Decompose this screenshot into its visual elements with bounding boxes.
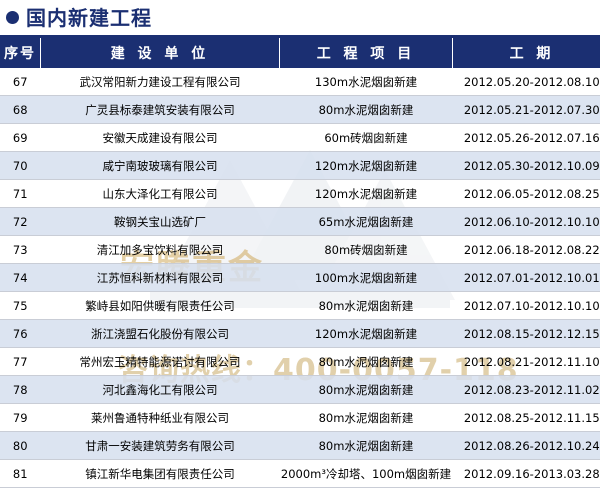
table-row: 80 甘肃一安装建筑劳务有限公司 80m水泥烟囱新建 2012.08.26-2012.…: [0, 431, 600, 460]
cell-project: 120m水泥烟囱新建: [279, 179, 453, 208]
cell-date: 2012.09.16-2013.03.28: [452, 459, 600, 488]
table-row: 68 广灵县标泰建筑安装有限公司 80m水泥烟囱新建 2012.05.21-2012.…: [0, 95, 600, 124]
cell-no: 72: [0, 207, 41, 236]
cell-date: 2012.05.21-2012.07.30: [452, 95, 600, 124]
cell-date: 2012.05.30-2012.10.09: [452, 151, 600, 180]
cell-project: 80m砖烟囱新建: [279, 235, 453, 264]
cell-no: 70: [0, 151, 41, 180]
cell-project: 100m水泥烟囱新建: [279, 263, 453, 292]
cell-project: 2000m³冷却塔、100m烟囱新建: [279, 459, 453, 488]
cell-no: 77: [0, 347, 41, 376]
cell-date: 2012.06.18-2012.08.22: [452, 235, 600, 264]
projects-table: 序号 建 设 单 位 工 程 项 目 工 期 67 武汉常阳新力建设工程有限公司 1…: [0, 38, 600, 488]
cell-date: 2012.07.10-2012.10.10: [452, 291, 600, 320]
cell-unit: 河北鑫海化工有限公司: [40, 375, 280, 404]
cell-unit: 镇江新华电集团有限责任公司: [40, 459, 280, 488]
cell-date: 2012.08.26-2012.10.24: [452, 431, 600, 460]
cell-unit: 武汉常阳新力建设工程有限公司: [40, 68, 280, 96]
cell-no: 79: [0, 403, 41, 432]
projects-table-wrap: 序号 建 设 单 位 工 程 项 目 工 期 67 武汉常阳新力建设工程有限公司 1…: [0, 38, 600, 488]
cell-project: 80m水泥烟囱新建: [279, 403, 453, 432]
cell-unit: 江苏恒科新材料有限公司: [40, 263, 280, 292]
cell-project: 120m水泥烟囱新建: [279, 151, 453, 180]
table-header-row: 序号 建 设 单 位 工 程 项 目 工 期: [0, 38, 600, 68]
cell-no: 71: [0, 179, 41, 208]
cell-date: 2012.08.23-2012.11.02: [452, 375, 600, 404]
cell-no: 67: [0, 68, 41, 96]
table-row: 67 武汉常阳新力建设工程有限公司 130m水泥烟囱新建 2012.05.20-201…: [0, 68, 600, 96]
cell-date: 2012.08.15-2012.12.15: [452, 319, 600, 348]
page-title: 国内新建工程: [26, 5, 152, 30]
table-row: 72 鞍钢关宝山选矿厂 65m水泥烟囱新建 2012.06.10-2012.10.10: [0, 207, 600, 236]
table-row: 69 安徽天成建设有限公司 60m砖烟囱新建 2012.05.26-2012.07.1…: [0, 123, 600, 152]
table-row: 75 繁峙县如阳供暖有限责任公司 80m水泥烟囱新建 2012.07.10-2012.…: [0, 291, 600, 320]
cell-project: 120m水泥烟囱新建: [279, 319, 453, 348]
cell-project: 80m水泥烟囱新建: [279, 375, 453, 404]
table-row: 79 莱州鲁通特种纸业有限公司 80m水泥烟囱新建 2012.08.25-2012.1…: [0, 403, 600, 432]
column-header-unit: 建 设 单 位: [40, 38, 280, 68]
cell-unit: 清江加多宝饮料有限公司: [40, 235, 280, 264]
table-row: 73 清江加多宝饮料有限公司 80m砖烟囱新建 2012.06.18-2012.08.…: [0, 235, 600, 264]
cell-unit: 甘肃一安装建筑劳务有限公司: [40, 431, 280, 460]
table-row: 70 咸宁南玻玻璃有限公司 120m水泥烟囱新建 2012.05.30-2012.10…: [0, 151, 600, 180]
table-row: 81 镇江新华电集团有限责任公司 2000m³冷却塔、100m烟囱新建 2012.09…: [0, 459, 600, 488]
cell-project: 60m砖烟囱新建: [279, 123, 453, 152]
cell-no: 69: [0, 123, 41, 152]
cell-project: 130m水泥烟囱新建: [279, 68, 453, 96]
cell-unit: 莱州鲁通特种纸业有限公司: [40, 403, 280, 432]
cell-date: 2012.05.26-2012.07.16: [452, 123, 600, 152]
cell-unit: 广灵县标泰建筑安装有限公司: [40, 95, 280, 124]
cell-unit: 山东大泽化工有限公司: [40, 179, 280, 208]
cell-unit: 常州宏玉精特能源诺讨有限公司: [40, 347, 280, 376]
cell-date: 2012.06.05-2012.08.25: [452, 179, 600, 208]
cell-date: 2012.05.20-2012.08.10: [452, 68, 600, 96]
cell-date: 2012.06.10-2012.10.10: [452, 207, 600, 236]
cell-project: 80m水泥烟囱新建: [279, 95, 453, 124]
table-row: 78 河北鑫海化工有限公司 80m水泥烟囱新建 2012.08.23-2012.11.…: [0, 375, 600, 404]
table-row: 76 浙江浇盟石化股份有限公司 120m水泥烟囱新建 2012.08.15-2012.…: [0, 319, 600, 348]
cell-no: 75: [0, 291, 41, 320]
column-header-date: 工 期: [452, 38, 600, 68]
cell-unit: 繁峙县如阳供暖有限责任公司: [40, 291, 280, 320]
cell-date: 2012.08.21-2012.11.10: [452, 347, 600, 376]
page-title-bar: 国内新建工程: [0, 0, 600, 38]
cell-unit: 安徽天成建设有限公司: [40, 123, 280, 152]
cell-no: 76: [0, 319, 41, 348]
table-header: 序号 建 设 单 位 工 程 项 目 工 期: [0, 38, 600, 68]
cell-no: 80: [0, 431, 41, 460]
column-header-project: 工 程 项 目: [279, 38, 453, 68]
cell-no: 81: [0, 459, 41, 488]
table-body: 67 武汉常阳新力建设工程有限公司 130m水泥烟囱新建 2012.05.20-201…: [0, 68, 600, 488]
cell-project: 80m水泥烟囱新建: [279, 291, 453, 320]
cell-project: 80m水泥烟囱新建: [279, 347, 453, 376]
cell-no: 68: [0, 95, 41, 124]
cell-no: 74: [0, 263, 41, 292]
cell-date: 2012.08.25-2012.11.15: [452, 403, 600, 432]
cell-no: 78: [0, 375, 41, 404]
cell-unit: 鞍钢关宝山选矿厂: [40, 207, 280, 236]
cell-project: 80m水泥烟囱新建: [279, 431, 453, 460]
cell-unit: 浙江浇盟石化股份有限公司: [40, 319, 280, 348]
table-row: 71 山东大泽化工有限公司 120m水泥烟囱新建 2012.06.05-2012.08…: [0, 179, 600, 208]
cell-no: 73: [0, 235, 41, 264]
table-row: 77 常州宏玉精特能源诺讨有限公司 80m水泥烟囱新建 2012.08.21-2012…: [0, 347, 600, 376]
bullet-icon: [6, 11, 19, 24]
table-row: 74 江苏恒科新材料有限公司 100m水泥烟囱新建 2012.07.01-2012.1…: [0, 263, 600, 292]
column-header-no: 序号: [0, 38, 41, 68]
cell-project: 65m水泥烟囱新建: [279, 207, 453, 236]
cell-date: 2012.07.01-2012.10.01: [452, 263, 600, 292]
cell-unit: 咸宁南玻玻璃有限公司: [40, 151, 280, 180]
